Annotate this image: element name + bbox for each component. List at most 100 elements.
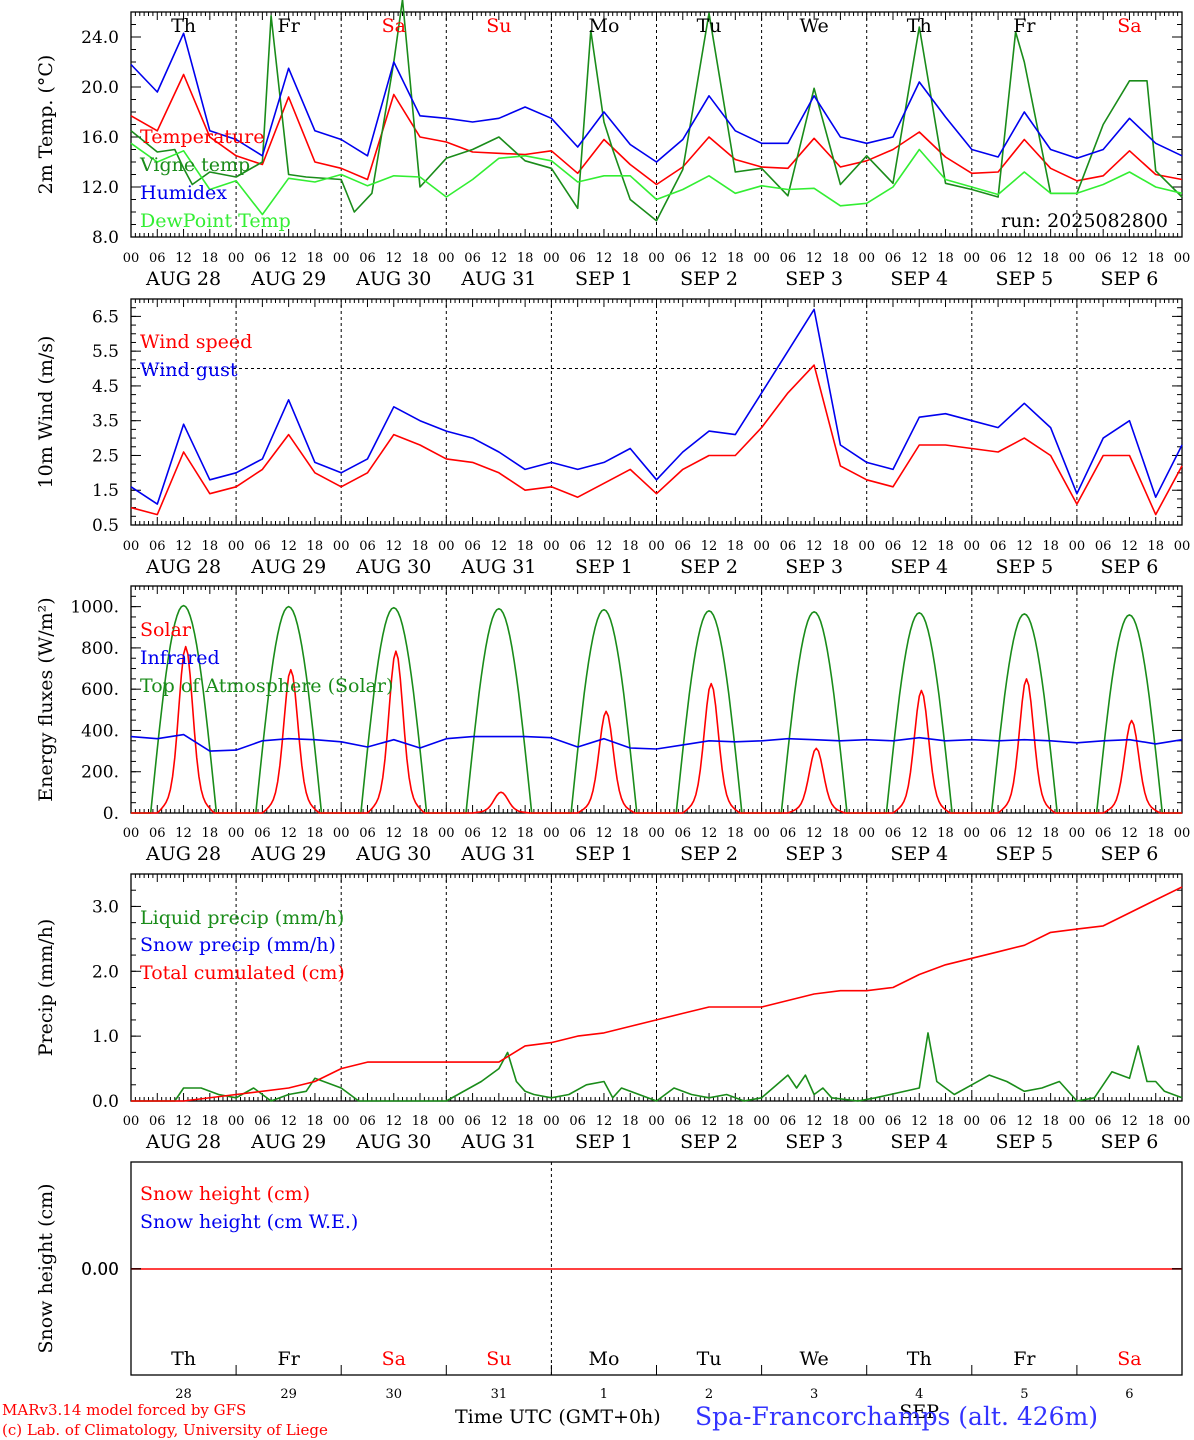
date-label: SEP 3 xyxy=(785,556,843,578)
hour-tick-label: 12 xyxy=(1121,251,1138,266)
hour-tick-label: 00 xyxy=(438,539,455,554)
hour-tick-label: 18 xyxy=(1042,826,1059,841)
legend-entry: Total cumulated (cm) xyxy=(140,962,345,984)
hour-tick-label: 06 xyxy=(464,1114,481,1129)
date-label: AUG 29 xyxy=(250,556,326,578)
hour-tick-label: 12 xyxy=(701,539,718,554)
legend-entry: Snow precip (mm/h) xyxy=(140,934,336,956)
hour-tick-label: 12 xyxy=(701,826,718,841)
hour-tick-label: 06 xyxy=(149,251,166,266)
hour-tick-label: 06 xyxy=(254,251,271,266)
hour-tick-label: 00 xyxy=(543,539,560,554)
hour-tick-label: 06 xyxy=(780,826,797,841)
y-tick-label: 0.0 xyxy=(92,1092,119,1112)
date-label: AUG 31 xyxy=(460,843,536,865)
y-tick-label: 0. xyxy=(103,804,119,824)
date-label: SEP 1 xyxy=(575,1131,633,1153)
hour-tick-label: 12 xyxy=(385,1114,402,1129)
date-label: SEP 2 xyxy=(680,268,738,290)
hour-tick-label: 06 xyxy=(885,251,902,266)
hour-tick-label: 00 xyxy=(438,1114,455,1129)
hour-tick-label: 00 xyxy=(648,251,665,266)
hour-tick-label: 00 xyxy=(228,826,245,841)
wind-gust-line xyxy=(130,308,1183,505)
hour-tick-label: 12 xyxy=(701,1114,718,1129)
hour-tick-label: 18 xyxy=(727,826,744,841)
date-label: AUG 31 xyxy=(460,268,536,290)
weekday-label: Su xyxy=(486,15,511,37)
hour-tick-label: 18 xyxy=(937,826,954,841)
hour-tick-label: 12 xyxy=(385,826,402,841)
weekday-label: Sa xyxy=(382,15,406,37)
hour-tick-label: 12 xyxy=(911,539,928,554)
hour-tick-label: 12 xyxy=(596,1114,613,1129)
hour-tick-label: 00 xyxy=(333,539,350,554)
hour-tick-label: 12 xyxy=(175,826,192,841)
hour-tick-label: 18 xyxy=(202,251,219,266)
hour-tick-label: 06 xyxy=(359,1114,376,1129)
hour-tick-label: 00 xyxy=(753,251,770,266)
weekday-label: Mo xyxy=(588,1348,619,1370)
hour-tick-label: 18 xyxy=(1147,251,1164,266)
hour-tick-label: 00 xyxy=(123,826,140,841)
weekday-label: Mo xyxy=(588,15,619,37)
hour-tick-label: 18 xyxy=(622,539,639,554)
y-tick-label: 600. xyxy=(81,680,119,700)
hour-tick-label: 06 xyxy=(990,826,1007,841)
y-tick-label: 16.0 xyxy=(81,128,119,148)
weekday-label: Th xyxy=(171,1348,196,1370)
date-label: AUG 30 xyxy=(355,843,431,865)
date-label: SEP 2 xyxy=(680,1131,738,1153)
hour-tick-label: 12 xyxy=(280,826,297,841)
y-tick-label: 800. xyxy=(81,639,119,659)
weekday-label: Sa xyxy=(1117,1348,1141,1370)
toa-solar-line xyxy=(971,613,1077,814)
y-axis-label: Energy fluxes (W/m²) xyxy=(35,597,57,801)
hour-tick-label: 12 xyxy=(806,251,823,266)
vigne-temp-line xyxy=(130,0,1183,222)
date-label: AUG 28 xyxy=(145,556,221,578)
date-label: SEP 5 xyxy=(995,268,1053,290)
legend-entry: Wind gust xyxy=(140,359,238,381)
hour-tick-label: 06 xyxy=(359,539,376,554)
y-axis-label: 2m Temp. (°C) xyxy=(35,55,57,195)
y-tick-label: 1.0 xyxy=(92,1027,119,1047)
day-number-label: 3 xyxy=(810,1387,818,1402)
total-cumulated-cm--line xyxy=(131,886,1183,1102)
hour-tick-label: 12 xyxy=(1016,539,1033,554)
hour-tick-label: 12 xyxy=(175,251,192,266)
y-tick-label: 1000. xyxy=(70,598,119,618)
hour-tick-label: 00 xyxy=(333,251,350,266)
hour-tick-label: 18 xyxy=(832,251,849,266)
hour-tick-label: 12 xyxy=(280,1114,297,1129)
hour-tick-label: 18 xyxy=(307,1114,324,1129)
solar-line xyxy=(446,791,552,814)
day-number-label: 6 xyxy=(1125,1387,1133,1402)
hour-tick-label: 00 xyxy=(1174,826,1191,841)
hour-tick-label: 00 xyxy=(228,539,245,554)
hour-tick-label: 18 xyxy=(937,1114,954,1129)
hour-tick-label: 06 xyxy=(464,539,481,554)
hour-tick-label: 00 xyxy=(1174,539,1191,554)
location-title: Spa-Francorchamps (alt. 426m) xyxy=(695,1402,1099,1431)
hour-tick-label: 18 xyxy=(202,539,219,554)
hour-tick-label: 00 xyxy=(1174,1114,1191,1129)
hour-tick-label: 06 xyxy=(990,251,1007,266)
hour-tick-label: 18 xyxy=(1042,539,1059,554)
solar-line xyxy=(236,668,342,814)
hour-tick-label: 00 xyxy=(858,1114,875,1129)
hour-tick-label: 18 xyxy=(202,826,219,841)
hour-tick-label: 00 xyxy=(964,251,981,266)
y-tick-label: 1.5 xyxy=(92,481,119,501)
date-label: SEP 4 xyxy=(890,556,948,578)
date-label: SEP 4 xyxy=(890,268,948,290)
legend-entry: Vigne temp xyxy=(139,154,250,176)
hour-tick-label: 12 xyxy=(491,251,508,266)
hour-tick-label: 12 xyxy=(280,251,297,266)
hour-tick-label: 18 xyxy=(1147,539,1164,554)
legend-entry: DewPoint Temp xyxy=(140,210,291,232)
toa-solar-line xyxy=(551,608,657,814)
date-label: SEP 6 xyxy=(1101,556,1159,578)
hour-tick-label: 00 xyxy=(964,1114,981,1129)
